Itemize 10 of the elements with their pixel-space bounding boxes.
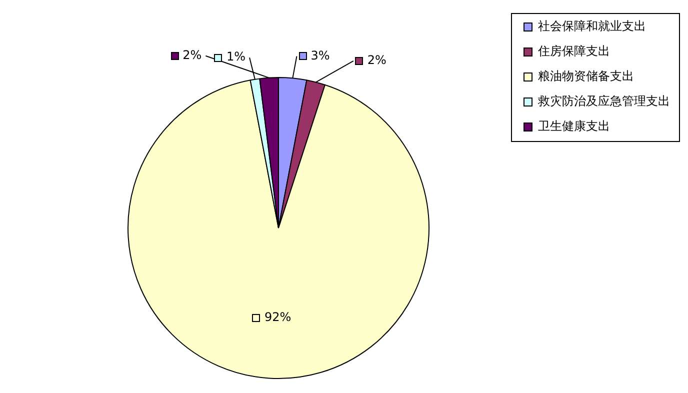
legend-label: 住房保障支出 [537,44,610,58]
legend-label: 粮油物资储备支出 [538,69,634,84]
data-label: 1% [226,50,246,64]
data-label: 3% [310,48,330,62]
data-label: 2% [182,48,202,62]
legend-label: 卫生健康支出 [538,119,610,134]
legend-label: 社会保障和就业支出 [538,19,646,34]
data-label: 92% [264,310,292,324]
data-label: 2% [367,53,386,68]
legend-label: 救灾防治及应急管理支出 [537,94,670,108]
